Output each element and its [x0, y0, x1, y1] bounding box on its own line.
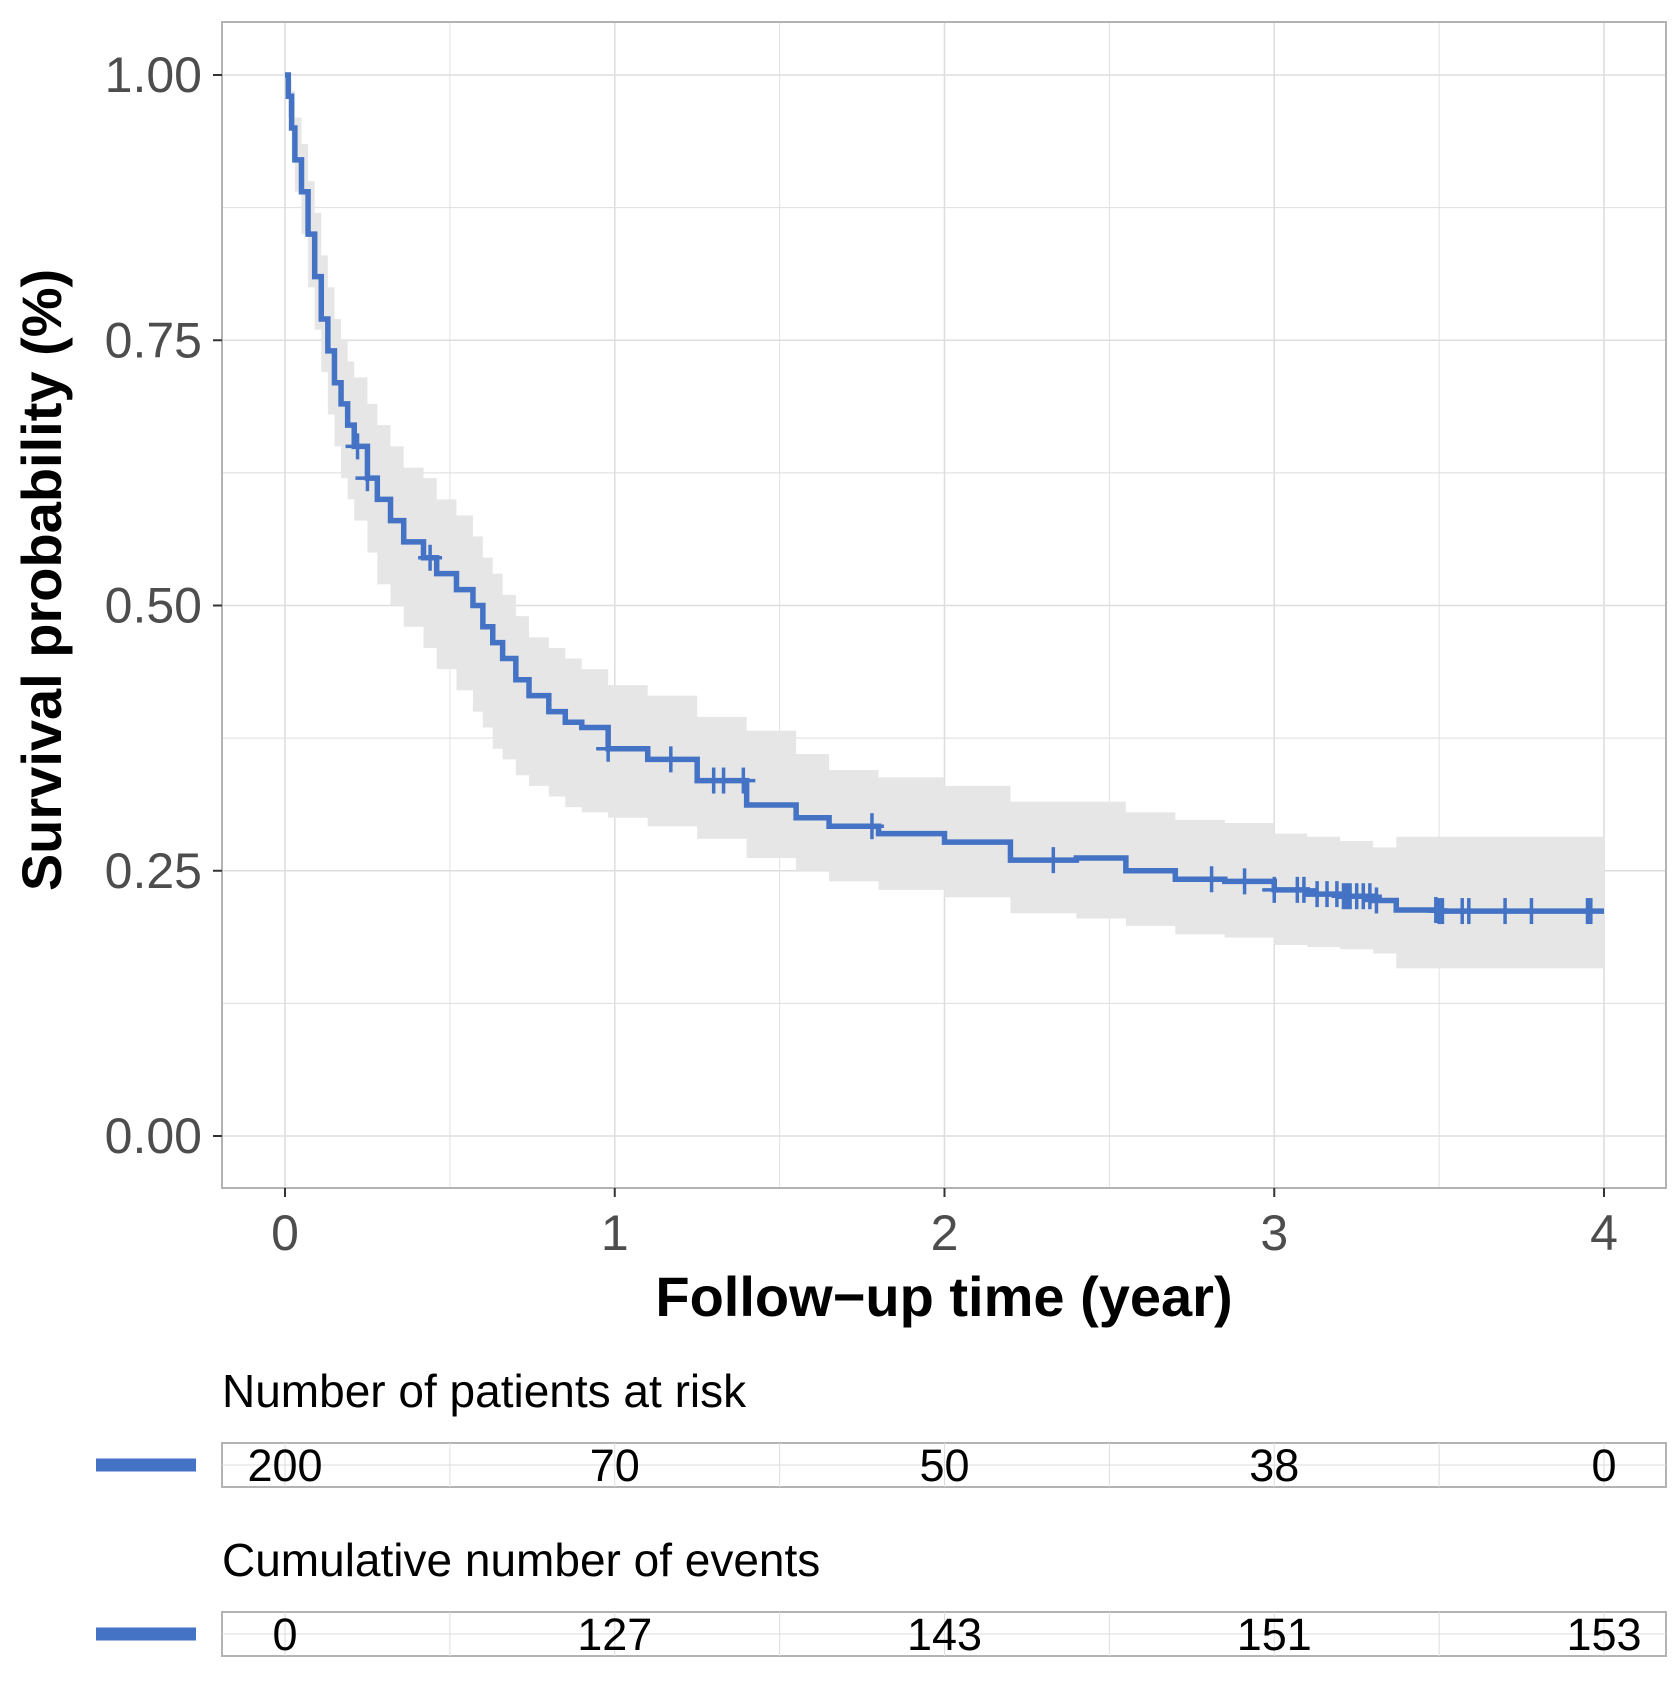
x-tick-label: 0	[271, 1205, 299, 1261]
x-tick-label: 3	[1260, 1205, 1288, 1261]
risk-table-title: Number of patients at risk	[222, 1365, 747, 1417]
y-tick-label: 0.75	[105, 312, 202, 368]
axes-layer: 0 1 2 3 4 0.00 0.25 0.50 0.75 1.00 Follow−up time …	[10, 21, 1667, 1328]
y-tick-label: 0.50	[105, 578, 202, 634]
risk-table-value: 0	[1591, 1440, 1616, 1491]
x-axis-title: Follow−up time (year)	[655, 1265, 1232, 1328]
x-tick-label: 4	[1590, 1205, 1618, 1261]
y-tick-label: 1.00	[105, 47, 202, 103]
events-table-title: Cumulative number of events	[222, 1534, 820, 1586]
events-table-value: 0	[272, 1609, 297, 1660]
confidence-band	[285, 75, 1605, 969]
risk-table-value: 70	[590, 1440, 640, 1491]
y-tick-label: 0.00	[105, 1108, 202, 1164]
risk-table-value: 200	[247, 1440, 322, 1491]
risk-table-layer: Number of patients at risk 200 70 50 38 0 Cumu…	[96, 1365, 1667, 1660]
risk-table-value: 50	[919, 1440, 969, 1491]
censor-marks-layer	[345, 433, 1603, 925]
survival-curve	[285, 72, 1604, 914]
events-table-value: 153	[1566, 1609, 1641, 1660]
x-tick-label: 1	[601, 1205, 629, 1261]
survival-line-layer	[285, 72, 1604, 914]
y-tick-label: 0.25	[105, 843, 202, 899]
events-table-value: 127	[577, 1609, 652, 1660]
events-table-value: 151	[1237, 1609, 1312, 1660]
risk-table-value: 38	[1249, 1440, 1299, 1491]
x-tick-label: 2	[931, 1205, 959, 1261]
y-axis-title: Survival probability (%)	[10, 269, 73, 891]
confidence-band-layer	[285, 75, 1605, 969]
events-table-value: 143	[907, 1609, 982, 1660]
